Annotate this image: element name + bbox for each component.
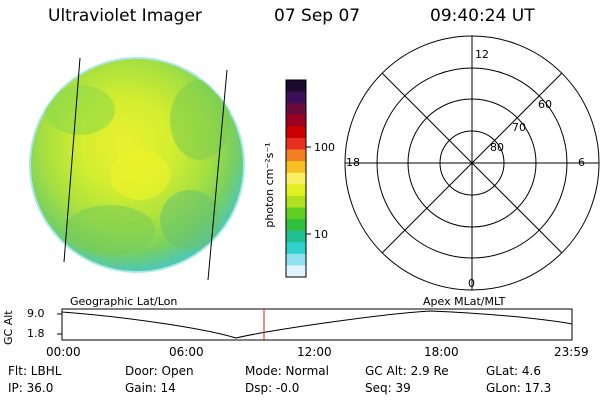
colorbar-band (286, 207, 306, 220)
colorbar-band (286, 219, 306, 232)
seq-info: Seq: 39 (365, 381, 411, 395)
colorbar-band (286, 91, 306, 104)
x-tick-label-1200: 12:00 (297, 345, 332, 359)
time-label: 09:40:24 UT (430, 6, 535, 26)
colorbar-band (286, 161, 306, 174)
colorbar-band (286, 242, 306, 255)
x-tick-label-0600: 06:00 (169, 345, 204, 359)
terminator-line-left (63, 57, 81, 263)
filter-info: Flt: LBHL (8, 364, 62, 378)
polar-label-right: 6 (578, 156, 585, 169)
colorbar-band (286, 195, 306, 208)
y-tick-label-9: 9.0 (27, 307, 45, 320)
polar-ring-label-70: 70 (512, 121, 526, 134)
colorbar-band (286, 172, 306, 185)
polar-ring-label-80: 80 (490, 141, 504, 154)
colorbar-band (286, 137, 306, 151)
polar-label-left: 18 (346, 156, 360, 169)
polar-diagonal-2 (381, 72, 563, 254)
glat-info: GLat: 4.6 (486, 364, 541, 378)
app-title: Ultraviolet Imager (48, 6, 202, 26)
x-tick-label-1800: 18:00 (424, 345, 459, 359)
dsp-info: Dsp: -0.0 (245, 381, 300, 395)
colorbar-unit-label: photon cm⁻²s⁻¹ (263, 142, 276, 228)
apex-label: Apex MLat/MLT (423, 295, 506, 308)
colorbar-band (286, 184, 306, 197)
mode-info: Mode: Normal (245, 364, 329, 378)
colorbar-band (286, 230, 306, 243)
polar-label-top: 12 (475, 48, 489, 61)
gc-alt-info: GC Alt: 2.9 Re (365, 364, 449, 378)
door-info: Door: Open (125, 364, 194, 378)
x-tick-label-0000: 00:00 (46, 345, 81, 359)
glon-info: GLon: 17.3 (486, 381, 552, 395)
date-label: 07 Sep 07 (274, 6, 361, 26)
colorbar-band (286, 114, 306, 127)
colorbar-band (286, 149, 306, 162)
colorbar-band (286, 80, 306, 93)
colorbar (286, 80, 306, 278)
ip-info: IP: 36.0 (8, 381, 54, 395)
gc-alt-axis-label: GC Alt (2, 310, 15, 345)
polar-plot (344, 35, 600, 291)
colorbar-band (286, 126, 306, 139)
gain-info: Gain: 14 (125, 381, 176, 395)
polar-ring-label-60: 60 (538, 98, 552, 111)
colorbar-frame (285, 79, 307, 278)
uv-disk-image (29, 57, 245, 281)
colorbar-band (286, 265, 306, 278)
x-tick-label-2359: 23:59 (554, 345, 589, 359)
y-tick-label-1.8: 1.8 (27, 327, 45, 340)
colorbar-band (286, 103, 306, 116)
terminator-line-right (207, 69, 228, 281)
polar-label-bottom: 0 (468, 277, 475, 290)
colorbar-label-10: 10 (314, 228, 328, 241)
geographic-label: Geographic Lat/Lon (70, 295, 178, 308)
altitude-curve (61, 310, 573, 339)
colorbar-label-100: 100 (314, 141, 335, 154)
colorbar-band (286, 253, 306, 266)
